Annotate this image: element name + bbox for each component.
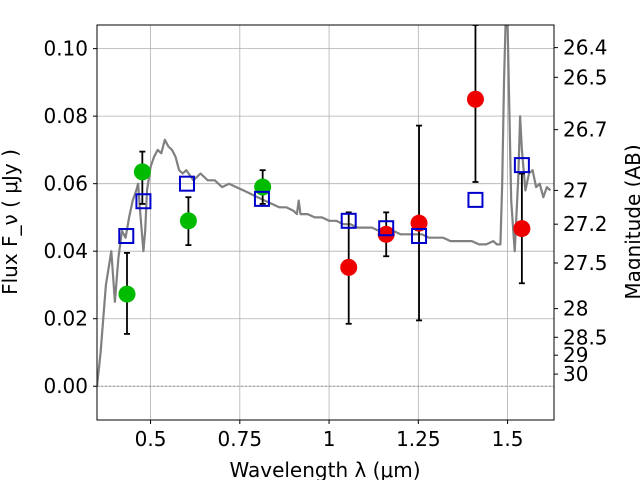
x-tick-label: 0.75 — [218, 427, 263, 451]
right-tick-label: 28 — [563, 297, 588, 321]
y-tick-label: 0.06 — [43, 172, 88, 196]
right-tick-label: 29 — [563, 343, 588, 367]
data-point — [133, 163, 151, 181]
right-tick-label: 26.7 — [563, 118, 608, 142]
model-point — [253, 190, 270, 207]
model-point — [340, 212, 357, 229]
model-point — [467, 191, 484, 208]
data-point — [340, 258, 358, 276]
model-point — [378, 220, 395, 237]
x-tick-label: 1 — [323, 427, 336, 451]
right-tick-label: 26.4 — [563, 36, 608, 60]
model-point — [178, 175, 195, 192]
right-tick-label: 26.5 — [563, 65, 608, 89]
data-point — [466, 90, 484, 108]
right-tick-label: 27 — [563, 178, 588, 202]
y-tick-label: 0.10 — [43, 37, 88, 61]
y-tick-label: 0.00 — [43, 374, 88, 398]
x-tick-label: 1.5 — [492, 427, 524, 451]
x-axis-ticks: 0.5 0.75 1 1.25 1.5 — [135, 420, 524, 451]
right-tick-label: 27.2 — [563, 212, 608, 236]
right-axis-title: Magnitude (AB) — [621, 144, 640, 299]
y-tick-label: 0.08 — [43, 104, 88, 128]
right-tick-label: 28.5 — [563, 325, 608, 349]
data-point — [410, 214, 428, 232]
x-tick-label: 1.25 — [396, 427, 441, 451]
x-tick-label: 0.5 — [135, 427, 167, 451]
spectrum-line — [97, 25, 552, 387]
y-axis-title: Flux F_ν ( μJy ) — [0, 149, 22, 295]
data-point — [118, 285, 136, 303]
model-point — [513, 157, 530, 174]
right-tick-label: 27.5 — [563, 251, 608, 275]
data-point — [179, 212, 197, 230]
model-point — [411, 228, 428, 245]
y-tick-label: 0.04 — [43, 239, 88, 263]
marker-layer — [118, 90, 531, 303]
plot-area — [97, 25, 554, 420]
model-point — [118, 228, 135, 245]
plot-frame — [96, 24, 555, 421]
data-point — [513, 220, 531, 238]
x-axis-title: Wavelength λ (μm) — [229, 458, 420, 480]
model-point — [135, 193, 152, 210]
right-tick-label: 30 — [563, 362, 588, 386]
y-tick-label: 0.02 — [43, 307, 88, 331]
y-axis-ticks: 0.00 0.02 0.04 0.06 0.08 0.10 — [43, 37, 97, 398]
spectrum-layer — [97, 25, 552, 387]
